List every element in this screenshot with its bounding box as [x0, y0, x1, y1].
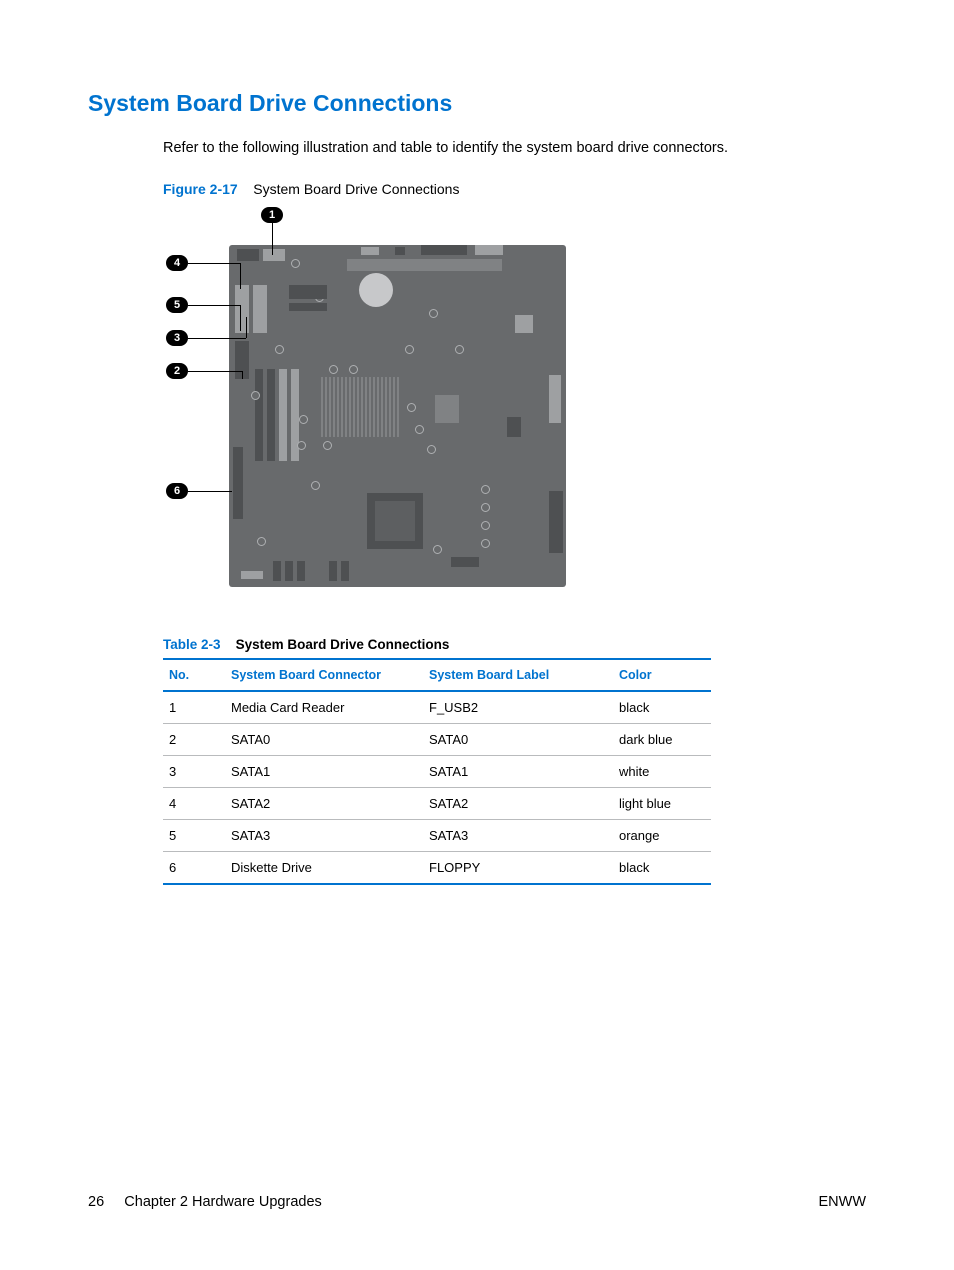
callout-leader — [240, 263, 241, 289]
table-row: 6 Diskette Drive FLOPPY black — [163, 851, 711, 884]
cell-color: dark blue — [613, 723, 711, 755]
figure-caption: Figure 2-17 System Board Drive Connectio… — [163, 181, 866, 197]
table-caption: Table 2-3 System Board Drive Connections — [163, 637, 866, 652]
callout-leader — [188, 263, 240, 264]
intro-paragraph: Refer to the following illustration and … — [163, 139, 866, 159]
cell-connector: Diskette Drive — [225, 851, 423, 884]
callout-leader — [188, 491, 232, 492]
table-header-label: System Board Label — [423, 659, 613, 691]
cell-no: 6 — [163, 851, 225, 884]
callout-leader — [188, 371, 242, 372]
table-header-no: No. — [163, 659, 225, 691]
cell-label: F_USB2 — [423, 691, 613, 724]
cell-label: SATA1 — [423, 755, 613, 787]
cell-connector: SATA3 — [225, 819, 423, 851]
cell-color: black — [613, 851, 711, 884]
cell-no: 1 — [163, 691, 225, 724]
table-row: 3 SATA1 SATA1 white — [163, 755, 711, 787]
cell-color: black — [613, 691, 711, 724]
cell-label: SATA0 — [423, 723, 613, 755]
figure-illustration: 1 4 5 3 2 6 — [163, 205, 573, 597]
callout-leader — [240, 305, 241, 331]
callout-leader — [272, 223, 273, 255]
cell-color: light blue — [613, 787, 711, 819]
cell-no: 2 — [163, 723, 225, 755]
table-row: 5 SATA3 SATA3 orange — [163, 819, 711, 851]
callout-badge-5: 5 — [166, 297, 188, 313]
callout-leader — [242, 371, 243, 379]
connections-table: No. System Board Connector System Board … — [163, 658, 711, 885]
cell-connector: SATA2 — [225, 787, 423, 819]
cell-label: SATA2 — [423, 787, 613, 819]
table-header-connector: System Board Connector — [225, 659, 423, 691]
callout-badge-1: 1 — [261, 207, 283, 223]
section-title: System Board Drive Connections — [88, 90, 866, 117]
cell-no: 3 — [163, 755, 225, 787]
callout-badge-4: 4 — [166, 255, 188, 271]
footer-right: ENWW — [818, 1194, 866, 1210]
callout-leader — [246, 317, 247, 338]
table-row: 2 SATA0 SATA0 dark blue — [163, 723, 711, 755]
callout-leader — [188, 338, 246, 339]
chapter-label: Chapter 2 Hardware Upgrades — [124, 1194, 321, 1210]
page: System Board Drive Connections Refer to … — [0, 0, 954, 1270]
table-header-color: Color — [613, 659, 711, 691]
callout-badge-3: 3 — [166, 330, 188, 346]
figure-title: System Board Drive Connections — [253, 181, 459, 197]
figure-label: Figure 2-17 — [163, 181, 238, 197]
cell-color: orange — [613, 819, 711, 851]
cell-connector: SATA0 — [225, 723, 423, 755]
cell-color: white — [613, 755, 711, 787]
system-board-image — [229, 245, 566, 587]
table-title: System Board Drive Connections — [236, 637, 450, 652]
table-label: Table 2-3 — [163, 637, 221, 652]
cell-label: SATA3 — [423, 819, 613, 851]
callout-badge-6: 6 — [166, 483, 188, 499]
table-row: 1 Media Card Reader F_USB2 black — [163, 691, 711, 724]
table-header-row: No. System Board Connector System Board … — [163, 659, 711, 691]
cell-no: 4 — [163, 787, 225, 819]
cell-connector: Media Card Reader — [225, 691, 423, 724]
cell-label: FLOPPY — [423, 851, 613, 884]
page-number: 26 — [88, 1194, 104, 1210]
callout-badge-2: 2 — [166, 363, 188, 379]
footer-left: 26 Chapter 2 Hardware Upgrades — [88, 1194, 322, 1210]
callout-leader — [188, 305, 240, 306]
cell-no: 5 — [163, 819, 225, 851]
page-footer: 26 Chapter 2 Hardware Upgrades ENWW — [88, 1194, 866, 1210]
table-row: 4 SATA2 SATA2 light blue — [163, 787, 711, 819]
cell-connector: SATA1 — [225, 755, 423, 787]
